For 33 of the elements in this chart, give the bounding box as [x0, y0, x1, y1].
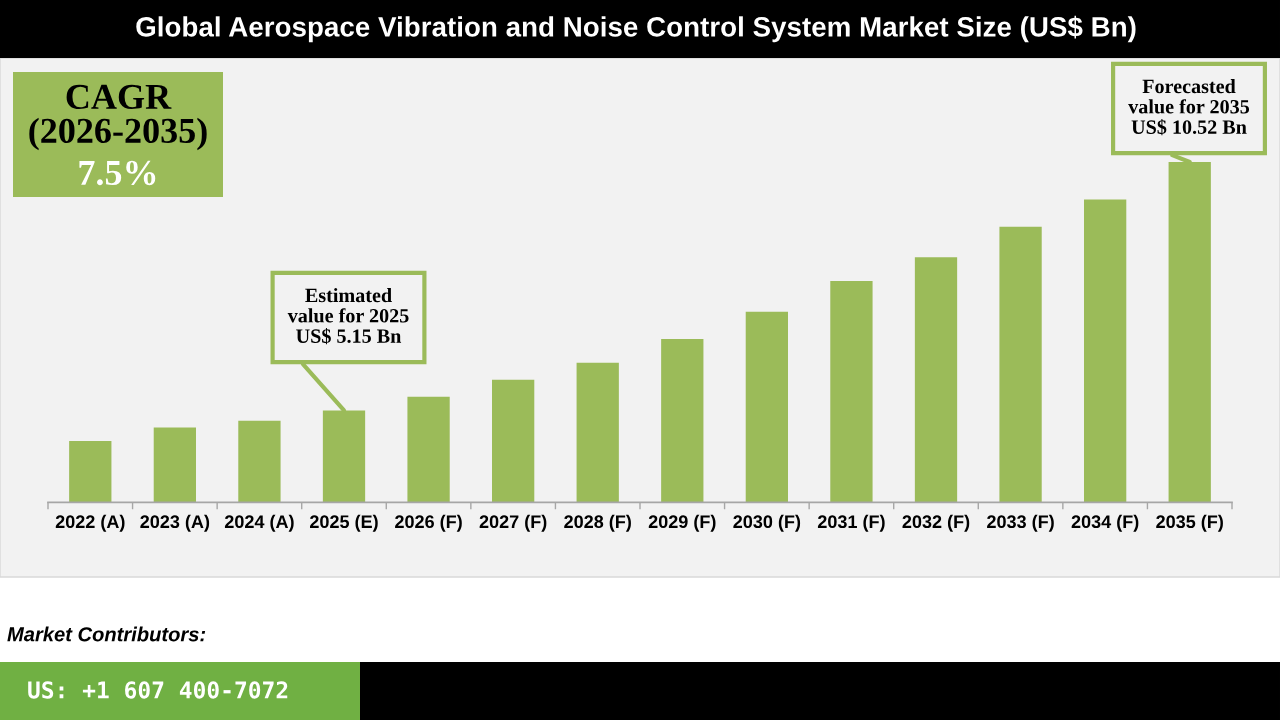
x-tick-label: 2028 (F) [564, 514, 631, 532]
text: US: +1 607 400-7072 [28, 681, 288, 699]
x-tick-label: 2034 (F) [1071, 514, 1139, 532]
bar [407, 396, 450, 503]
bar [1084, 199, 1127, 503]
bar [745, 311, 788, 503]
annotation: 7.5% [79, 160, 156, 186]
bar [914, 257, 958, 503]
x-tick-label: 2030 (F) [733, 514, 801, 532]
bar [69, 441, 112, 503]
annotation: Forecasted value for 2035 US$ 10.52 Bn [1128, 79, 1250, 136]
bar [661, 338, 704, 503]
chart-title: Global Aerospace Vibration and Noise Control System Market Size (US$ Bn) [136, 15, 1136, 43]
x-tick-label: 2032 (F) [902, 514, 970, 532]
x-tick-label: 2025 (E) [310, 514, 378, 532]
text: Market Contributors: [7, 626, 206, 642]
annotation: Estimated value for 2025 US$ 5.15 Bn [287, 288, 409, 345]
x-tick-label: 2033 (F) [987, 514, 1054, 532]
x-tick-label: 2023 (A) [140, 514, 210, 532]
bar [492, 379, 535, 503]
bar [153, 427, 196, 503]
bar [830, 281, 873, 503]
x-tick-label: 2022 (A) [55, 514, 125, 532]
bar [576, 362, 619, 503]
x-tick-label: 2035 (F) [1156, 514, 1223, 532]
text: CAGR (2026-2035) [29, 84, 207, 151]
x-tick-label: 2027 (F) [479, 514, 547, 532]
x-tick-label: 2024 (A) [224, 514, 294, 532]
x-tick-label: 2029 (F) [648, 514, 716, 532]
bar [238, 420, 281, 503]
x-tick-label: 2031 (F) [817, 514, 885, 532]
bar [999, 226, 1042, 503]
x-tick-label: 2026 (F) [395, 514, 462, 532]
